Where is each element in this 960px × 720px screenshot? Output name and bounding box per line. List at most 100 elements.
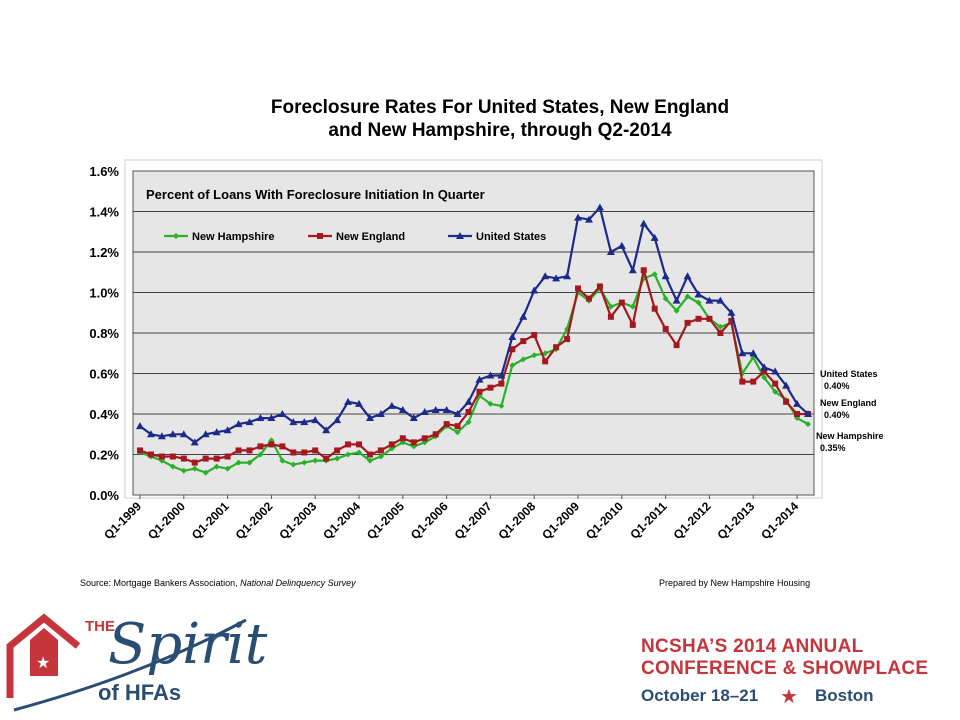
data-point	[245, 418, 254, 426]
data-point	[180, 455, 187, 462]
y-tick-label: 0.6%	[89, 367, 119, 382]
data-point	[268, 441, 275, 448]
end-labels: New Hampshire 0.35% New England 0.40% United…	[816, 369, 884, 453]
data-point	[212, 428, 221, 436]
data-point	[553, 344, 560, 351]
y-tick-label: 1.6%	[89, 164, 119, 179]
data-point	[584, 215, 593, 223]
house-outline-icon	[6, 613, 81, 698]
data-point	[420, 407, 429, 415]
data-point	[772, 380, 779, 387]
x-tick-label: Q1-2009	[539, 499, 582, 542]
data-point	[771, 367, 780, 375]
y-tick-label: 1.4%	[89, 205, 119, 220]
data-point	[356, 449, 363, 456]
slide-title-line1: Foreclosure Rates For United States, New…	[270, 97, 730, 118]
data-point	[695, 315, 702, 322]
data-point	[454, 429, 461, 436]
legend-label: New England	[336, 231, 405, 243]
data-point	[334, 447, 341, 454]
x-axis-ticks: Q1-1999 Q1-2000 Q1-2001 Q1-2002 Q1-2003 Q1-20…	[101, 495, 801, 542]
data-point	[345, 451, 352, 458]
data-point	[267, 414, 276, 422]
series-united-states	[136, 203, 812, 446]
data-point	[661, 272, 670, 280]
x-tick-label: Q1-2011	[627, 499, 670, 542]
data-point	[683, 272, 692, 280]
x-tick-label: Q1-2006	[408, 499, 451, 542]
data-point	[531, 332, 538, 339]
data-point	[173, 233, 179, 239]
data-point	[323, 455, 330, 462]
data-point	[279, 457, 286, 464]
data-point	[705, 296, 714, 304]
house-star-icon: ★	[36, 655, 50, 672]
data-point	[257, 451, 264, 458]
end-series-label: United States	[820, 369, 878, 379]
slide-title: Foreclosure Rates For United States, New…	[120, 96, 880, 142]
x-tick-label: Q1-1999	[101, 499, 144, 542]
data-point	[169, 463, 176, 470]
data-point	[246, 447, 253, 454]
data-point	[519, 312, 528, 320]
data-point	[520, 338, 527, 345]
x-tick-label: Q1-2010	[583, 499, 626, 542]
data-point	[137, 447, 143, 454]
data-point	[585, 295, 592, 302]
data-point	[454, 423, 461, 430]
data-point	[311, 416, 320, 424]
data-point	[509, 346, 516, 353]
legend: New Hampshire New England United States	[164, 231, 546, 243]
data-point	[213, 455, 220, 462]
conference-title-line1: NCSHA’S 2014 ANNUAL	[641, 636, 864, 657]
data-point	[213, 463, 220, 470]
data-point	[794, 411, 801, 417]
data-point	[377, 453, 384, 460]
x-tick-label: Q1-2012	[671, 499, 714, 542]
data-point	[727, 308, 736, 316]
data-point	[520, 356, 527, 363]
source-note: Source: Mortgage Bankers Association, Na…	[80, 578, 356, 588]
data-point	[443, 421, 450, 428]
data-point	[684, 293, 691, 300]
data-point	[224, 465, 231, 472]
data-point	[158, 453, 165, 460]
data-point	[662, 295, 669, 302]
data-point	[541, 272, 550, 280]
data-point	[684, 319, 691, 326]
data-point	[365, 414, 374, 422]
data-point	[387, 401, 396, 409]
data-point	[191, 459, 198, 466]
data-point	[366, 457, 373, 464]
chart-subtitle: Percent of Loans With Foreclosure Initia…	[146, 187, 485, 202]
data-point	[628, 266, 637, 274]
x-tick-label: Q1-2001	[189, 499, 232, 542]
data-point	[301, 459, 308, 466]
data-point	[202, 469, 209, 476]
data-point	[147, 451, 154, 458]
data-point	[563, 272, 572, 280]
data-point	[279, 443, 286, 450]
x-tick-label: Q1-2007	[452, 499, 495, 542]
data-point	[191, 465, 198, 472]
data-point	[421, 435, 428, 442]
data-point	[617, 241, 626, 249]
data-point	[793, 399, 802, 407]
data-point	[673, 307, 680, 314]
data-point	[453, 410, 462, 417]
gridlines	[133, 211, 814, 455]
data-point	[805, 421, 811, 428]
data-point	[278, 410, 287, 417]
data-point	[717, 330, 724, 336]
data-point	[761, 368, 768, 375]
end-value-label: 0.40%	[824, 381, 850, 391]
data-point	[235, 459, 242, 466]
end-series-label: New England	[820, 398, 877, 408]
data-point	[509, 362, 516, 369]
x-tick-label: Q1-2000	[145, 499, 188, 542]
data-point	[542, 358, 549, 365]
data-point	[782, 381, 791, 389]
legend-label: New Hampshire	[192, 231, 275, 243]
data-point	[749, 349, 758, 357]
conference-city: Boston	[815, 686, 874, 705]
